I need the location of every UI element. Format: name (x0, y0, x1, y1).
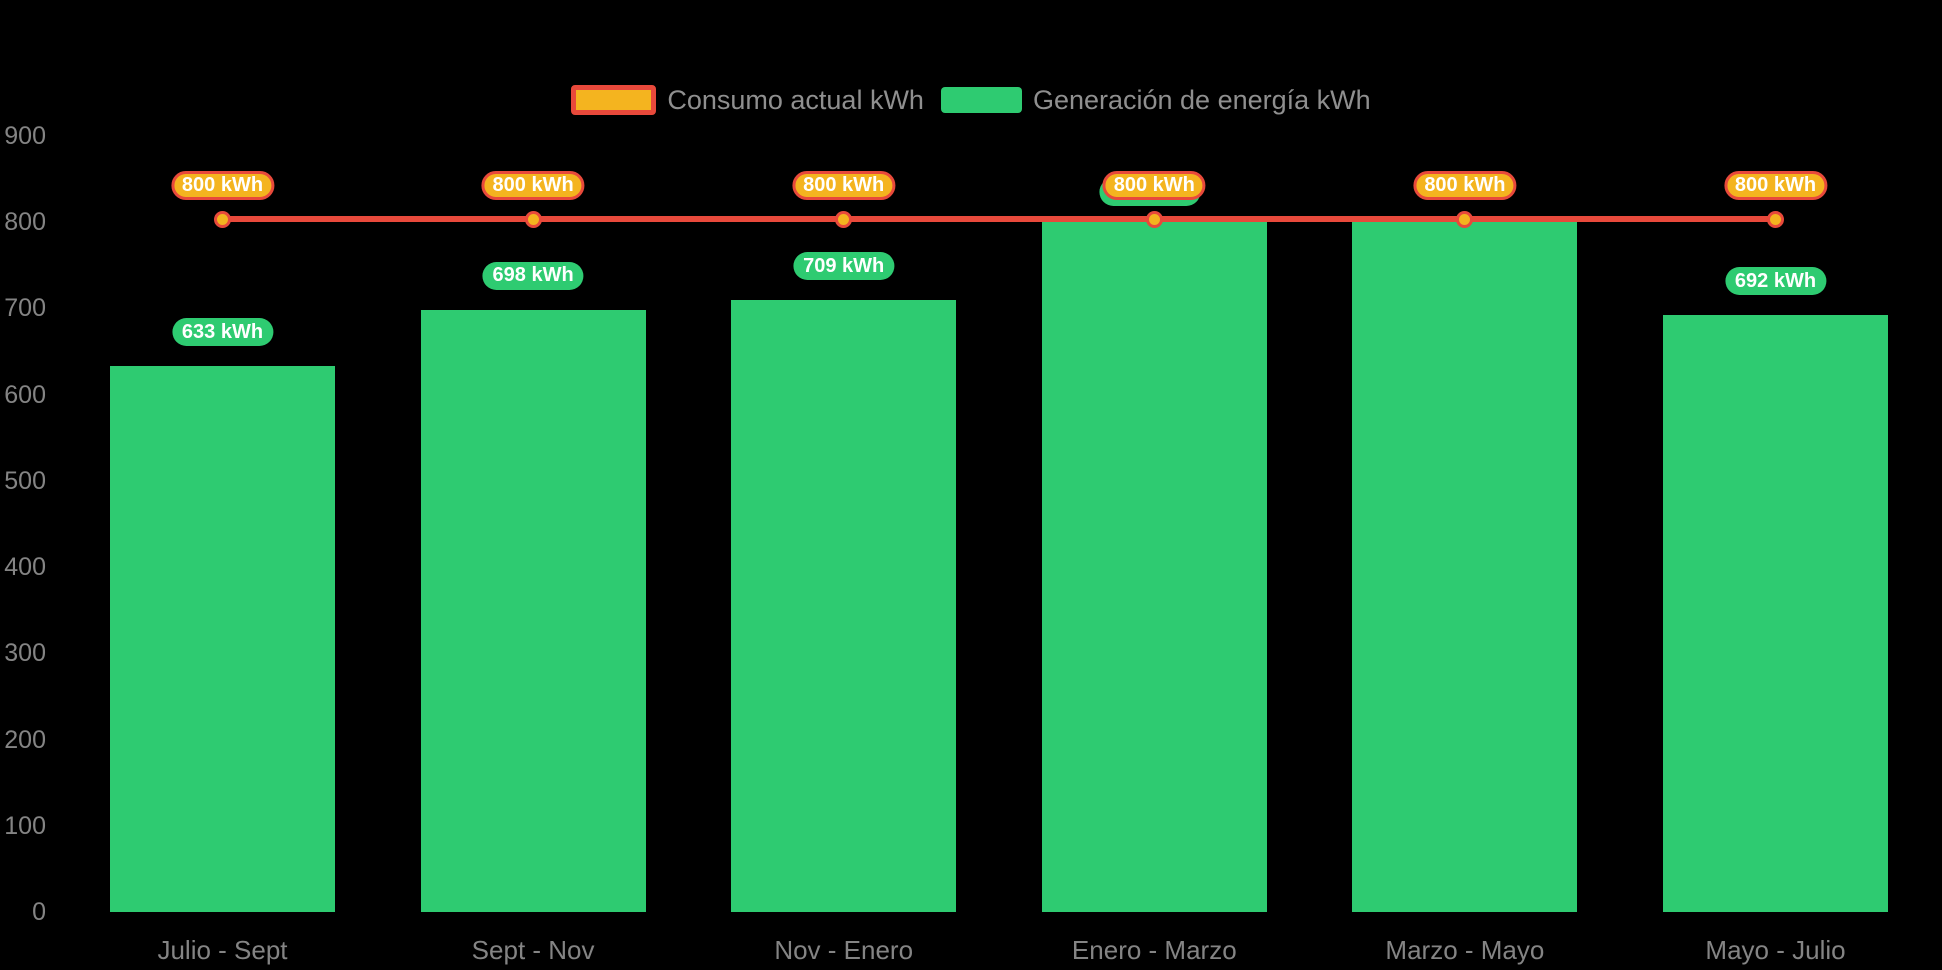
consumption-marker-nov-enero[interactable] (835, 210, 853, 228)
bar-enero-marzo[interactable] (1041, 222, 1267, 912)
consumption-value-label-sept-nov: 800 kWh (481, 171, 585, 200)
consumption-marker-mayo-julio[interactable] (1767, 210, 1784, 228)
bar-sept-nov[interactable] (420, 309, 646, 912)
bar-mayo-julio[interactable] (1663, 315, 1888, 912)
consumption-value-label-enero-marzo: 800 kWh (1102, 171, 1206, 200)
consumption-marker-julio-sept[interactable] (214, 210, 231, 228)
legend-item-generacion[interactable]: Generación de energía kWh (940, 85, 1371, 115)
x-axis-label-julio-sept: Julio - Sept (157, 935, 288, 965)
y-tick-label-900: 900 (4, 121, 46, 150)
x-axis-label-mayo-julio: Mayo - Julio (1705, 935, 1846, 965)
x-axis-label-sept-nov: Sept - Nov (471, 935, 595, 965)
generation-value-label-nov-enero: 709 kWh (793, 252, 895, 281)
legend-item-consumo[interactable]: Consumo actual kWh (571, 85, 924, 115)
bar-julio-sept[interactable] (110, 366, 335, 912)
consumption-marker-enero-marzo[interactable] (1145, 210, 1163, 228)
consumption-value-label-julio-sept: 800 kWh (170, 171, 275, 200)
x-axis-label-marzo-mayo: Marzo - Mayo (1385, 935, 1545, 965)
bar-marzo-mayo[interactable] (1352, 222, 1578, 912)
generation-value-label-mayo-julio: 692 kWh (1724, 267, 1827, 296)
y-tick-label-0: 0 (32, 898, 46, 926)
y-tick-label-800: 800 (4, 208, 46, 236)
consumption-value-label-mayo-julio: 800 kWh (1723, 171, 1828, 200)
y-tick-label-700: 700 (4, 294, 46, 323)
generacion-swatch-icon (940, 87, 1022, 113)
consumption-value-label-marzo-mayo: 800 kWh (1413, 171, 1517, 200)
consumption-marker-sept-nov[interactable] (524, 210, 542, 228)
x-axis-label-enero-marzo: Enero - Marzo (1071, 935, 1237, 965)
consumption-line (222, 216, 1776, 222)
legend-label-generacion: Generación de energía kWh (1032, 85, 1371, 115)
y-tick-label-600: 600 (4, 380, 46, 409)
y-tick-label-300: 300 (4, 639, 46, 668)
consumo-swatch-icon (571, 85, 657, 115)
generation-value-label-julio-sept: 633 kWh (171, 318, 274, 347)
y-tick-label-500: 500 (4, 466, 46, 495)
bar-nov-enero[interactable] (731, 300, 957, 912)
legend: Consumo actual kWh Generación de energía… (0, 85, 1942, 115)
y-tick-label-400: 400 (4, 553, 46, 581)
generation-value-label-sept-nov: 698 kWh (482, 261, 584, 290)
x-axis-label-nov-enero: Nov - Enero (774, 935, 914, 965)
consumption-marker-marzo-mayo[interactable] (1456, 210, 1474, 228)
legend-label-consumo: Consumo actual kWh (667, 85, 924, 115)
y-tick-label-200: 200 (4, 725, 46, 754)
y-tick-label-100: 100 (4, 811, 46, 840)
consumption-value-label-nov-enero: 800 kWh (792, 171, 896, 200)
